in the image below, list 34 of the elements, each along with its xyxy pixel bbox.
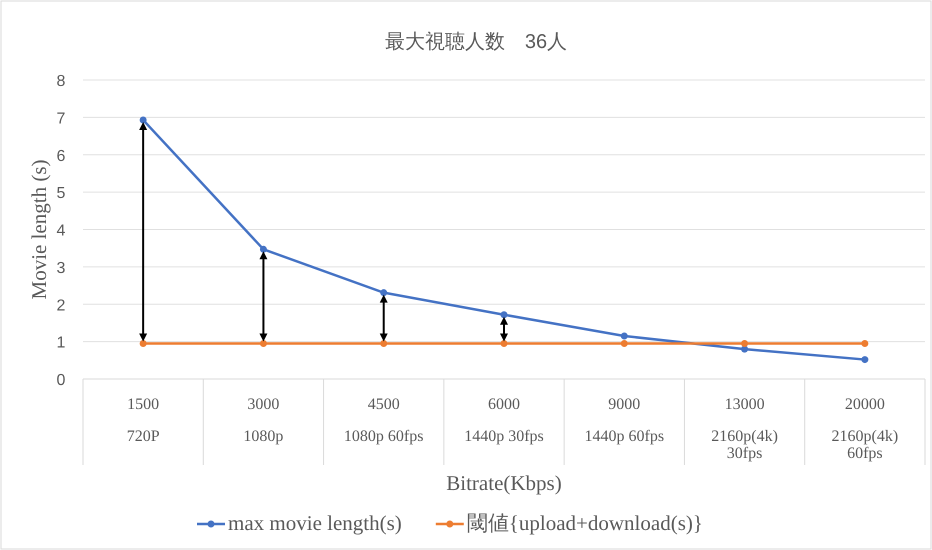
x-tick-label: 1500 720P (126, 396, 160, 445)
y-tick-label: 5 (56, 185, 66, 202)
point (260, 340, 267, 347)
y-tick-label: 6 (56, 148, 66, 165)
point (861, 356, 868, 364)
point (140, 340, 147, 347)
y-tick-label: 0 (56, 372, 66, 389)
point (861, 340, 868, 347)
point (620, 340, 628, 347)
x-tick-label: 6000 1440p 30fps (464, 396, 544, 445)
x-tick-label: 4500 1080p 60fps (344, 396, 424, 445)
x-axis-title: Bitrate(Kbps) (446, 471, 562, 495)
y-tick-label: 3 (56, 260, 66, 277)
chart-title: 最大視聴人数 36人 (384, 31, 568, 53)
x-tick-label: 20000 2160p(4k) 60fps (832, 396, 898, 462)
x-tick-label: 13000 2160p(4k) 30fps (711, 396, 778, 462)
y-tick-label: 8 (56, 73, 66, 90)
y-axis-title: Movie length (s) (27, 160, 51, 300)
point (620, 332, 628, 340)
y-tick-label: 7 (56, 110, 66, 128)
y-tick-label: 4 (56, 222, 66, 240)
y-tick-label: 2 (56, 297, 66, 314)
legend-label: 閾値{upload+download(s)} (466, 511, 703, 535)
point (140, 116, 147, 124)
point (380, 289, 388, 296)
point (741, 340, 748, 347)
point (500, 311, 508, 318)
y-tick-label: 1 (56, 334, 66, 352)
legend-label: max movie length(s) (228, 511, 402, 535)
x-tick-label: 9000 1440p 60fps (584, 396, 664, 445)
point (260, 246, 267, 253)
point (380, 340, 388, 347)
point (500, 340, 508, 347)
x-tick-label: 3000 1080p (243, 396, 284, 445)
